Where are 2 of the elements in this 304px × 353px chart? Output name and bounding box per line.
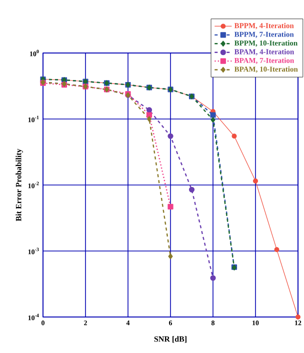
y-axis-title: Bit Error Probability [16,148,23,222]
x-axis-title: SNR [dB] [154,336,186,343]
